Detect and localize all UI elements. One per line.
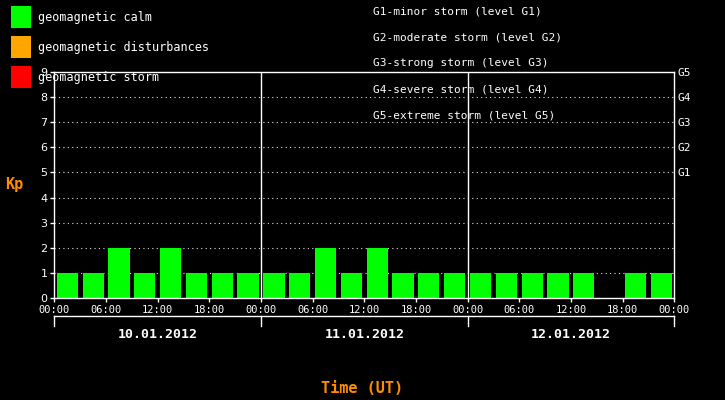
Bar — [186, 273, 207, 298]
Text: G2-moderate storm (level G2): G2-moderate storm (level G2) — [373, 32, 563, 42]
Bar — [625, 273, 646, 298]
Bar — [134, 273, 155, 298]
Text: Kp: Kp — [5, 178, 23, 192]
Bar — [83, 273, 104, 298]
Text: geomagnetic calm: geomagnetic calm — [38, 10, 152, 24]
Bar — [392, 273, 414, 298]
Text: 10.01.2012: 10.01.2012 — [117, 328, 198, 341]
Bar — [367, 248, 388, 298]
Bar — [418, 273, 439, 298]
Bar — [263, 273, 284, 298]
Bar — [108, 248, 130, 298]
Bar — [315, 248, 336, 298]
Bar — [57, 273, 78, 298]
Bar — [496, 273, 517, 298]
Text: Time (UT): Time (UT) — [321, 381, 404, 396]
Text: 11.01.2012: 11.01.2012 — [324, 328, 405, 341]
Text: geomagnetic disturbances: geomagnetic disturbances — [38, 40, 210, 54]
Bar — [573, 273, 594, 298]
Bar — [651, 273, 672, 298]
Bar — [547, 273, 568, 298]
Text: geomagnetic storm: geomagnetic storm — [38, 70, 160, 84]
Bar — [444, 273, 465, 298]
Text: 12.01.2012: 12.01.2012 — [531, 328, 611, 341]
Bar — [160, 248, 181, 298]
Bar — [289, 273, 310, 298]
Bar — [341, 273, 362, 298]
Text: G1-minor storm (level G1): G1-minor storm (level G1) — [373, 6, 542, 16]
Bar — [521, 273, 543, 298]
Text: G5-extreme storm (level G5): G5-extreme storm (level G5) — [373, 110, 555, 120]
Text: G4-severe storm (level G4): G4-severe storm (level G4) — [373, 84, 549, 94]
Bar — [212, 273, 233, 298]
Bar — [470, 273, 491, 298]
Bar — [238, 273, 259, 298]
Text: G3-strong storm (level G3): G3-strong storm (level G3) — [373, 58, 549, 68]
